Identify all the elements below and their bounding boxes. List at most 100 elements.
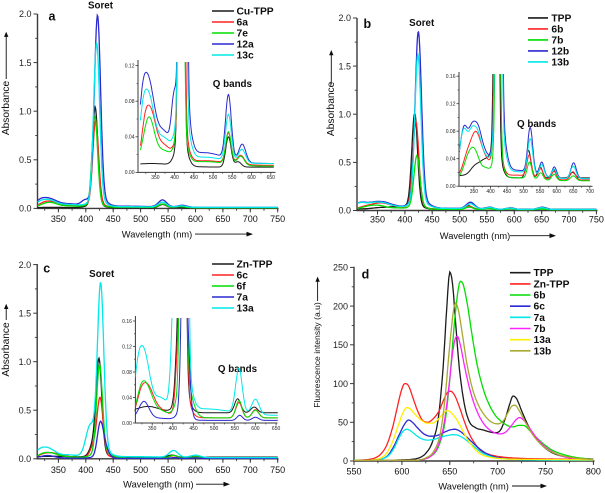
- svg-text:550: 550: [536, 189, 545, 195]
- svg-text:350: 350: [51, 214, 66, 224]
- svg-text:1.0: 1.0: [338, 110, 351, 120]
- svg-text:13b: 13b: [551, 57, 569, 68]
- svg-text:700: 700: [490, 467, 505, 477]
- svg-text:500: 500: [133, 214, 148, 224]
- svg-text:1.5: 1.5: [19, 308, 32, 318]
- svg-text:500: 500: [519, 189, 528, 195]
- svg-text:750: 750: [538, 467, 553, 477]
- svg-text:7b: 7b: [534, 324, 546, 335]
- svg-text:400: 400: [78, 214, 93, 224]
- svg-text:150: 150: [333, 340, 348, 350]
- svg-text:450: 450: [189, 426, 198, 432]
- svg-text:7e: 7e: [237, 29, 249, 40]
- svg-text:400: 400: [78, 465, 93, 475]
- svg-text:Zn-TPP: Zn-TPP: [237, 260, 273, 271]
- svg-text:Wavelength (nm): Wavelength (nm): [438, 481, 508, 491]
- svg-text:650: 650: [272, 426, 281, 432]
- svg-text:Wavelength (nm): Wavelength (nm): [122, 229, 192, 239]
- svg-text:450: 450: [190, 175, 199, 181]
- svg-text:700: 700: [243, 214, 258, 224]
- svg-text:d: d: [362, 267, 370, 281]
- svg-text:1.5: 1.5: [19, 58, 32, 68]
- svg-text:650: 650: [215, 465, 230, 475]
- svg-text:0.12: 0.12: [125, 63, 135, 69]
- svg-text:350: 350: [470, 189, 479, 195]
- svg-text:700: 700: [243, 465, 258, 475]
- svg-text:0.0: 0.0: [338, 206, 351, 216]
- svg-text:1.0: 1.0: [19, 106, 32, 116]
- svg-text:700: 700: [586, 189, 595, 195]
- svg-text:0.16: 0.16: [122, 319, 132, 325]
- svg-text:12b: 12b: [551, 46, 569, 57]
- svg-text:550: 550: [231, 426, 240, 432]
- svg-text:0.5: 0.5: [19, 405, 32, 415]
- svg-text:Soret: Soret: [88, 1, 114, 12]
- svg-text:0.12: 0.12: [122, 344, 132, 350]
- svg-text:0.0: 0.0: [19, 204, 32, 214]
- svg-text:600: 600: [553, 189, 562, 195]
- svg-text:6c: 6c: [237, 271, 249, 282]
- svg-text:13c: 13c: [237, 51, 254, 62]
- svg-text:650: 650: [267, 175, 276, 181]
- svg-text:100: 100: [333, 379, 348, 389]
- svg-text:12a: 12a: [237, 40, 254, 51]
- svg-text:TPP: TPP: [534, 268, 554, 279]
- svg-text:0.00: 0.00: [446, 184, 456, 190]
- svg-text:500: 500: [210, 426, 219, 432]
- svg-text:600: 600: [394, 467, 409, 477]
- svg-text:350: 350: [370, 214, 385, 224]
- svg-text:1.0: 1.0: [19, 357, 32, 367]
- svg-text:Soret: Soret: [409, 18, 435, 29]
- svg-text:650: 650: [569, 189, 578, 195]
- svg-text:0.04: 0.04: [125, 135, 135, 141]
- svg-text:0.04: 0.04: [446, 157, 456, 163]
- svg-text:650: 650: [534, 214, 549, 224]
- svg-text:600: 600: [507, 214, 522, 224]
- svg-text:13a: 13a: [534, 335, 551, 346]
- svg-text:Q bands: Q bands: [213, 79, 253, 90]
- svg-text:500: 500: [452, 214, 467, 224]
- svg-text:700: 700: [561, 214, 576, 224]
- svg-text:2.0: 2.0: [338, 13, 351, 23]
- svg-text:13b: 13b: [534, 346, 552, 357]
- svg-text:50: 50: [338, 418, 348, 428]
- svg-text:Wavelength (nm): Wavelength (nm): [123, 480, 193, 490]
- svg-text:0.0: 0.0: [19, 454, 32, 464]
- svg-text:7a: 7a: [534, 313, 546, 324]
- svg-text:0.12: 0.12: [446, 102, 456, 108]
- svg-text:Fluorescence intensity (a.u): Fluorescence intensity (a.u): [312, 302, 322, 408]
- svg-text:0.16: 0.16: [446, 74, 456, 80]
- svg-text:550: 550: [346, 467, 361, 477]
- svg-text:450: 450: [503, 189, 512, 195]
- svg-text:450: 450: [106, 214, 121, 224]
- svg-text:400: 400: [397, 214, 412, 224]
- svg-text:500: 500: [133, 465, 148, 475]
- svg-text:500: 500: [209, 175, 218, 181]
- svg-text:400: 400: [170, 175, 179, 181]
- svg-text:2.0: 2.0: [19, 9, 32, 19]
- svg-text:0.5: 0.5: [19, 155, 32, 165]
- svg-text:0.5: 0.5: [338, 158, 351, 168]
- svg-text:350: 350: [148, 426, 157, 432]
- svg-text:400: 400: [169, 426, 178, 432]
- svg-text:Zn-TPP: Zn-TPP: [534, 279, 570, 290]
- svg-text:6f: 6f: [237, 282, 247, 293]
- svg-text:b: b: [364, 17, 372, 31]
- svg-text:750: 750: [270, 214, 285, 224]
- svg-text:6b: 6b: [534, 291, 546, 302]
- svg-text:750: 750: [589, 214, 604, 224]
- svg-text:6c: 6c: [534, 302, 546, 313]
- svg-text:600: 600: [188, 465, 203, 475]
- svg-text:0.08: 0.08: [446, 129, 456, 135]
- svg-text:550: 550: [161, 214, 176, 224]
- svg-text:0: 0: [343, 456, 348, 466]
- svg-text:c: c: [43, 262, 50, 276]
- svg-text:6b: 6b: [551, 24, 563, 35]
- svg-text:7b: 7b: [551, 35, 563, 46]
- svg-text:550: 550: [228, 175, 237, 181]
- svg-text:750: 750: [270, 465, 285, 475]
- svg-text:0.00: 0.00: [122, 421, 132, 427]
- svg-text:Soret: Soret: [89, 269, 115, 280]
- svg-text:a: a: [49, 9, 57, 23]
- svg-text:0.08: 0.08: [125, 99, 135, 105]
